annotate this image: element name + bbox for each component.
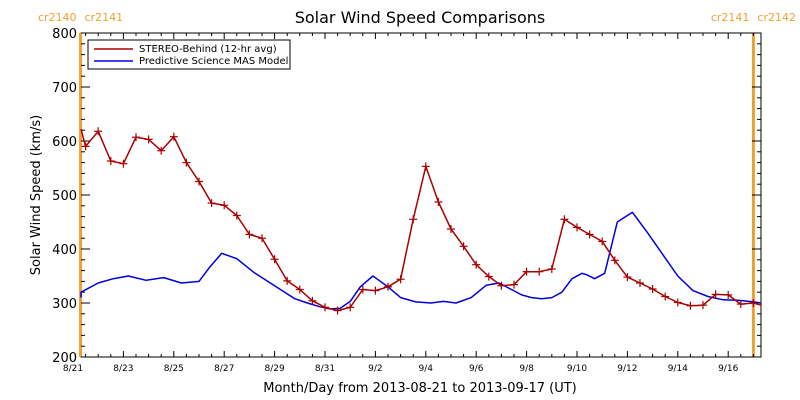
plot-frame [80,32,762,358]
stereo-point [81,142,90,151]
y-tick-label: 400 [52,243,77,258]
carrington-rotation-labels: cr2140 cr2141 cr2141 cr2142 [38,11,796,24]
stereo-point [686,301,695,310]
stereo-point [648,284,657,293]
x-tick-label: 8/21 [63,364,83,374]
y-axis: 200 300 400 500 600 700 800 [52,27,761,366]
stereo-point [736,300,745,309]
x-tick-label: 8/23 [113,364,133,374]
stereo-series-line [80,128,762,312]
stereo-point [384,282,392,291]
legend-box [87,39,291,70]
x-tick-label: 9/8 [519,364,534,374]
cr-label-right: cr2142 [757,11,796,24]
x-tick-label: 9/10 [567,364,587,374]
stereo-point [182,158,191,167]
stereo-point [711,290,720,299]
y-tick-label: 600 [52,135,77,150]
x-tick-label: 9/2 [368,364,382,374]
legend-label-stereo: STEREO-Behind (12-hr avg) [139,44,277,55]
stereo-point [195,177,203,186]
stereo-point [636,279,644,288]
stereo-point [535,267,544,276]
stereo-point [295,285,304,294]
stereo-point [497,281,506,290]
x-tick-label: 9/4 [419,364,434,374]
stereo-point [623,273,632,282]
stereo-point [232,211,241,220]
x-tick-label: 8/25 [164,364,184,374]
x-tick-label: 8/29 [264,364,284,374]
y-tick-label: 200 [52,351,77,366]
stereo-point [245,230,254,239]
stereo-point [333,306,342,315]
stereo-point [560,215,569,224]
stereo-point [434,198,443,207]
stereo-point [421,162,430,171]
stereo-point [447,225,455,234]
y-tick-label: 700 [52,81,77,96]
y-tick-label: 800 [52,27,77,42]
stereo-point [409,215,418,224]
stereo-point [573,223,581,232]
stereo-point [169,132,178,141]
x-tick-label: 9/14 [668,364,688,374]
stereo-point [522,267,531,276]
y-axis-label: Solar Wind Speed (km/s) [29,115,44,275]
stereo-point [132,133,140,142]
stereo-point [106,156,115,165]
stereo-point [610,256,619,265]
stereo-point [547,264,556,273]
stereo-point [371,286,380,295]
x-tick-label: 9/6 [469,364,484,374]
cr-label-right: cr2141 [85,11,124,24]
legend: STEREO-Behind (12-hr avg) Predictive Sci… [87,39,291,70]
stereo-point [396,275,405,284]
stereo-point [510,280,518,289]
x-tick-label: 8/31 [315,364,335,374]
stereo-point [673,298,682,307]
y-tick-label: 500 [52,189,77,204]
stereo-point [207,199,216,208]
model-series-line [80,211,762,310]
stereo-point [749,299,758,307]
stereo-point [119,159,128,168]
legend-label-model: Predictive Science MAS Model [139,56,288,67]
y-tick-label: 300 [52,297,77,312]
stereo-point [598,237,607,246]
cr-label-left: cr2141 [711,11,750,24]
x-tick-label: 9/16 [718,364,738,374]
stereo-point [321,303,329,312]
cr-label-left: cr2140 [38,11,77,24]
stereo-point [358,285,367,294]
stereo-point [724,290,733,299]
stereo-point [484,272,493,281]
stereo-point [144,135,153,144]
series-layer [80,127,762,315]
stereo-point [270,255,279,264]
stereo-point [346,303,355,312]
stereo-point [699,301,707,310]
carrington-boundaries [79,33,755,357]
x-tick-label: 8/27 [214,364,234,374]
stereo-point [308,296,317,305]
x-tick-label: 9/12 [617,364,637,374]
x-axis: 8/21 8/23 8/25 8/27 8/29 8/31 9/2 9/4 9/6 9/8 9/10… [63,33,754,374]
stereo-point [94,127,103,136]
stereo-point [472,260,481,269]
stereo-point [157,146,166,155]
stereo-point [220,201,229,210]
stereo-point [661,292,670,301]
stereo-point [283,276,292,285]
stereo-point [258,234,266,243]
chart-title: Solar Wind Speed Comparisons [295,8,546,27]
stereo-point [585,230,594,239]
x-axis-label: Month/Day from 2013-08-21 to 2013-09-17 … [263,381,576,396]
stereo-point [459,242,468,251]
